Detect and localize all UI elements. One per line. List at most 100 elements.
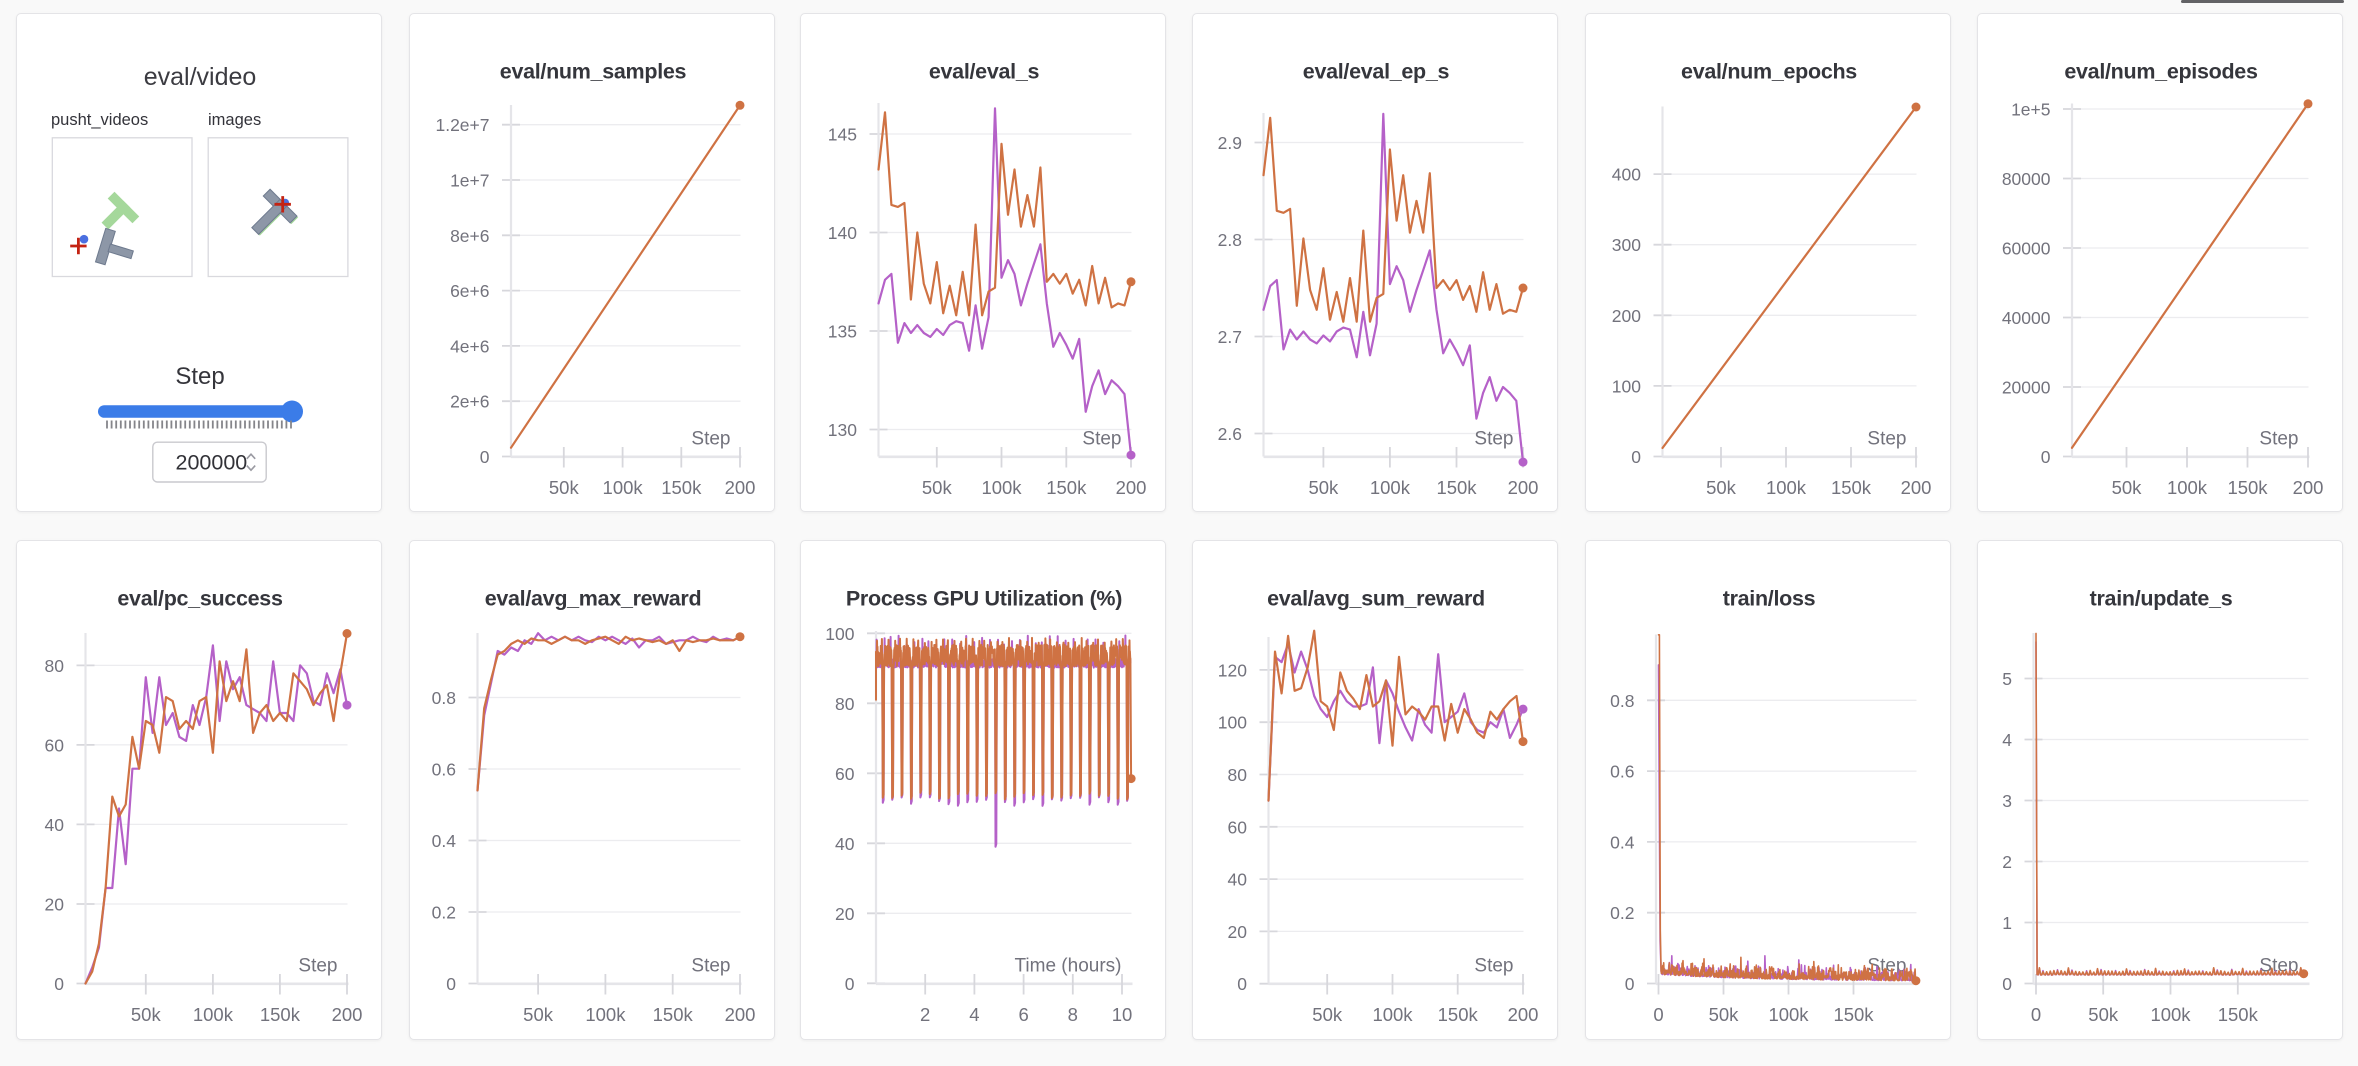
svg-text:100: 100 (1612, 376, 1641, 396)
svg-text:100k: 100k (2150, 1004, 2191, 1025)
svg-text:eval/num_episodes: eval/num_episodes (2064, 60, 2258, 84)
svg-text:2.8: 2.8 (1218, 230, 1242, 250)
svg-text:Step: Step (691, 956, 730, 977)
svg-text:80: 80 (835, 694, 855, 714)
svg-text:100k: 100k (585, 1004, 626, 1025)
svg-text:130: 130 (828, 420, 857, 440)
svg-text:0: 0 (1237, 974, 1247, 994)
svg-text:eval/video: eval/video (143, 63, 256, 91)
svg-text:0.2: 0.2 (1610, 903, 1634, 923)
svg-text:120: 120 (1218, 660, 1247, 680)
svg-text:20: 20 (44, 895, 64, 915)
svg-text:0: 0 (2041, 447, 2051, 467)
svg-text:8: 8 (1068, 1004, 1078, 1025)
svg-text:100: 100 (825, 624, 854, 644)
svg-text:400: 400 (1612, 165, 1641, 185)
svg-text:50k: 50k (922, 477, 953, 498)
svg-text:200: 200 (1508, 477, 1539, 498)
svg-text:0.6: 0.6 (1610, 762, 1634, 782)
svg-text:train/loss: train/loss (1723, 587, 1816, 611)
svg-text:40: 40 (835, 834, 855, 854)
svg-text:150k: 150k (1438, 1004, 1479, 1025)
svg-text:200: 200 (1901, 477, 1932, 498)
svg-text:Process GPU Utilization (%): Process GPU Utilization (%) (846, 587, 1122, 611)
svg-text:0: 0 (446, 974, 456, 994)
svg-text:50k: 50k (130, 1004, 161, 1025)
svg-text:0: 0 (54, 974, 64, 994)
svg-text:Step: Step (1474, 429, 1513, 450)
svg-text:20: 20 (1228, 922, 1248, 942)
svg-text:100k: 100k (1372, 1004, 1413, 1025)
svg-text:eval/avg_sum_reward: eval/avg_sum_reward (1267, 587, 1485, 611)
svg-text:150k: 150k (2227, 477, 2268, 498)
svg-text:150k: 150k (1833, 1004, 1874, 1025)
svg-text:eval/num_epochs: eval/num_epochs (1681, 60, 1857, 84)
svg-text:4: 4 (969, 1004, 979, 1025)
svg-text:6: 6 (1018, 1004, 1028, 1025)
svg-text:60000: 60000 (2002, 239, 2051, 259)
svg-text:0.6: 0.6 (431, 760, 455, 780)
svg-text:0.2: 0.2 (431, 903, 455, 923)
svg-text:0.8: 0.8 (1610, 691, 1634, 711)
svg-text:images: images (208, 111, 261, 129)
svg-text:80: 80 (44, 656, 64, 676)
svg-text:80: 80 (1228, 765, 1248, 785)
svg-text:0: 0 (479, 447, 489, 467)
svg-text:150k: 150k (1436, 477, 1477, 498)
svg-text:40: 40 (44, 815, 64, 835)
svg-text:0: 0 (1631, 447, 1641, 467)
svg-text:100: 100 (1218, 713, 1247, 733)
svg-text:eval/avg_max_reward: eval/avg_max_reward (484, 587, 701, 611)
svg-text:200: 200 (1116, 477, 1147, 498)
svg-text:60: 60 (835, 764, 855, 784)
svg-text:50k: 50k (1709, 1004, 1740, 1025)
svg-text:50k: 50k (2112, 477, 2143, 498)
svg-text:1e+7: 1e+7 (450, 171, 489, 191)
svg-text:80000: 80000 (2002, 169, 2051, 189)
svg-text:4: 4 (2002, 730, 2012, 750)
svg-text:10: 10 (1112, 1004, 1133, 1025)
svg-text:eval/eval_ep_s: eval/eval_ep_s (1303, 60, 1450, 84)
svg-text:1.2e+7: 1.2e+7 (435, 115, 489, 135)
svg-text:pusht_videos: pusht_videos (51, 111, 148, 129)
svg-text:100k: 100k (1768, 1004, 1809, 1025)
svg-text:0: 0 (1625, 974, 1635, 994)
svg-text:200: 200 (1612, 306, 1641, 326)
svg-text:100k: 100k (192, 1004, 233, 1025)
svg-text:1e+5: 1e+5 (2011, 100, 2050, 120)
svg-text:Step: Step (691, 429, 730, 450)
svg-text:150k: 150k (259, 1004, 300, 1025)
svg-text:100k: 100k (1370, 477, 1411, 498)
svg-text:Step: Step (1867, 429, 1906, 450)
svg-text:Step: Step (2259, 956, 2298, 977)
svg-text:3: 3 (2002, 791, 2012, 811)
svg-text:145: 145 (828, 125, 857, 145)
svg-text:Step: Step (175, 363, 224, 390)
svg-text:50k: 50k (1312, 1004, 1343, 1025)
svg-text:0.4: 0.4 (431, 831, 456, 851)
svg-text:50k: 50k (548, 477, 579, 498)
svg-text:50k: 50k (523, 1004, 554, 1025)
svg-text:train/update_s: train/update_s (2090, 587, 2233, 611)
svg-text:20: 20 (835, 904, 855, 924)
svg-text:8e+6: 8e+6 (450, 226, 489, 246)
svg-text:Step: Step (1082, 429, 1121, 450)
svg-text:60: 60 (44, 735, 64, 755)
svg-text:200: 200 (2293, 477, 2324, 498)
svg-text:300: 300 (1612, 235, 1641, 255)
svg-text:60: 60 (1228, 817, 1248, 837)
svg-text:eval/pc_success: eval/pc_success (117, 587, 283, 611)
svg-text:100k: 100k (2167, 477, 2208, 498)
svg-text:0: 0 (845, 974, 855, 994)
svg-text:eval/num_samples: eval/num_samples (499, 60, 686, 84)
svg-text:Step: Step (298, 956, 337, 977)
svg-text:0: 0 (1653, 1004, 1663, 1025)
svg-text:2: 2 (2002, 852, 2012, 872)
svg-text:200: 200 (1508, 1004, 1539, 1025)
svg-text:2.7: 2.7 (1218, 327, 1242, 347)
svg-text:100k: 100k (1766, 477, 1807, 498)
svg-text:4e+6: 4e+6 (450, 336, 489, 356)
svg-text:140: 140 (828, 223, 857, 243)
svg-text:200: 200 (331, 1004, 362, 1025)
svg-text:50k: 50k (1706, 477, 1737, 498)
